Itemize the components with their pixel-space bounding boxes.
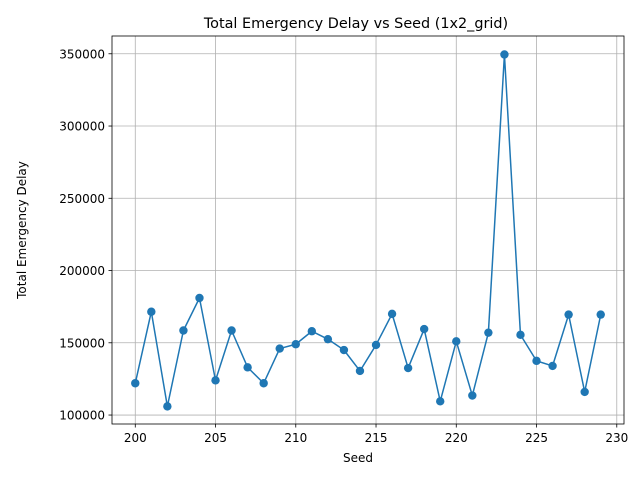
data-point xyxy=(339,345,349,355)
data-point xyxy=(275,344,284,353)
data-point xyxy=(163,402,172,411)
x-tick-label: 230 xyxy=(605,431,628,445)
data-point xyxy=(532,356,541,366)
y-tick-label: 200000 xyxy=(59,264,105,278)
data-point xyxy=(227,326,236,335)
y-axis-label: Total Emergency Delay xyxy=(15,161,29,300)
axes: 200 205 210 215 220 225 230 100000 150000 200000 2… xyxy=(59,47,628,445)
data-point xyxy=(291,340,300,349)
data-point xyxy=(436,397,445,406)
data-point xyxy=(419,324,429,334)
x-tick-label: 200 xyxy=(124,431,147,445)
y-tick-label: 150000 xyxy=(59,336,105,350)
x-tick-label: 210 xyxy=(284,431,307,445)
data-point xyxy=(403,363,413,373)
data-point xyxy=(468,391,477,400)
data-point xyxy=(307,327,317,336)
plot-frame xyxy=(111,35,625,425)
data-point xyxy=(596,310,605,319)
data-series xyxy=(131,50,605,411)
chart-title: Total Emergency Delay vs Seed (1x2_grid) xyxy=(203,16,508,32)
gridlines xyxy=(112,36,624,424)
y-tick-label: 250000 xyxy=(59,192,105,206)
x-axis-label: Seed xyxy=(343,451,373,465)
data-point xyxy=(323,334,333,344)
data-point xyxy=(211,376,220,385)
data-point xyxy=(564,310,573,319)
data-point xyxy=(500,50,509,59)
data-point xyxy=(371,340,381,350)
x-tick-label: 205 xyxy=(204,431,227,445)
y-tick-label: 300000 xyxy=(59,120,105,134)
data-point xyxy=(195,293,204,303)
y-tick-label: 100000 xyxy=(59,409,105,423)
x-tick-label: 215 xyxy=(365,431,388,445)
data-point xyxy=(131,379,140,388)
x-tick-label: 225 xyxy=(525,431,548,445)
data-point xyxy=(580,387,589,397)
data-point xyxy=(548,361,557,371)
data-point xyxy=(387,309,397,319)
data-point xyxy=(516,330,525,340)
data-point xyxy=(355,366,365,376)
data-point xyxy=(243,363,252,372)
data-point xyxy=(452,337,461,346)
data-point xyxy=(259,379,268,388)
x-tick-label: 220 xyxy=(445,431,468,445)
data-point xyxy=(147,307,156,316)
y-tick-label: 350000 xyxy=(59,47,105,61)
series-line xyxy=(134,53,602,408)
data-point xyxy=(179,326,188,335)
data-point xyxy=(484,328,493,337)
